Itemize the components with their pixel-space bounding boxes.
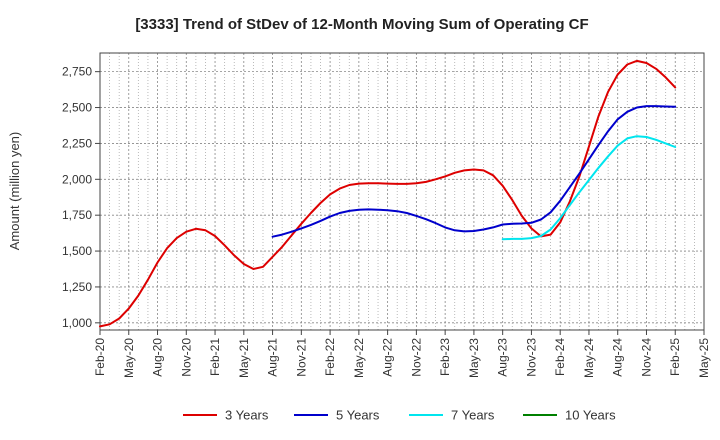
y-tick-label: 1,750 [62, 208, 92, 222]
legend-label: 10 Years [565, 408, 616, 423]
x-tick-label: Feb-23 [438, 338, 452, 376]
y-gridlines [100, 71, 704, 324]
x-tick-label: Feb-20 [93, 338, 107, 376]
plot-frame [99, 52, 705, 331]
x-tick-label: Aug-21 [266, 338, 280, 377]
x-axis: Feb-20 May-20 Aug-20 Nov-20 Feb-21 May-21 Aug-… [93, 330, 711, 378]
legend-label: 3 Years [225, 408, 269, 423]
x-tick-label: Aug-20 [151, 338, 165, 377]
x-tick-label: May-24 [582, 338, 596, 378]
series-line-5-years [271, 105, 677, 238]
x-tick-label: May-21 [237, 338, 251, 378]
x-tick-label: Aug-22 [381, 338, 395, 377]
x-tick-label: May-22 [352, 338, 366, 378]
x-tick-label: May-23 [467, 338, 481, 378]
y-tick-label: 1,250 [62, 280, 92, 294]
x-tick-label: Feb-22 [323, 338, 337, 376]
x-tick-label: Nov-22 [409, 338, 423, 377]
x-tick-label: Feb-24 [553, 338, 567, 376]
x-tick-label: Nov-20 [179, 338, 193, 377]
y-tick-label: 2,500 [62, 101, 92, 115]
y-tick-label: 1,000 [62, 316, 92, 330]
series-line-3-years [99, 59, 677, 328]
chart-title: [3333] Trend of StDev of 12-Month Moving… [135, 16, 588, 33]
x-tick-label: Feb-21 [208, 338, 222, 376]
x-tick-label: Nov-24 [639, 338, 653, 377]
y-tick-label: 2,750 [62, 65, 92, 79]
series-line-7-years [501, 135, 677, 241]
x-tick-label: May-25 [697, 338, 711, 378]
legend-label: 7 Years [451, 408, 495, 423]
y-axis: 1,000 1,250 1,500 1,750 2,000 2,250 2,500 2,750 [62, 65, 100, 330]
plot-area [100, 53, 704, 330]
x-tick-label: Aug-23 [496, 338, 510, 377]
y-tick-label: 2,250 [62, 136, 92, 150]
legend-label: 5 Years [336, 408, 380, 423]
legend: 3 Years 5 Years 7 Years 10 Years [183, 408, 616, 423]
x-tick-label: Nov-21 [294, 338, 308, 377]
x-tick-label: Feb-25 [668, 338, 682, 376]
x-tick-label: Nov-23 [524, 338, 538, 377]
y-tick-label: 1,500 [62, 244, 92, 258]
x-tick-label: Aug-24 [611, 338, 625, 377]
series-lines [99, 59, 677, 328]
y-tick-label: 2,000 [62, 172, 92, 186]
x-tick-label: May-20 [122, 338, 136, 378]
y-axis-label: Amount (million yen) [7, 132, 22, 251]
